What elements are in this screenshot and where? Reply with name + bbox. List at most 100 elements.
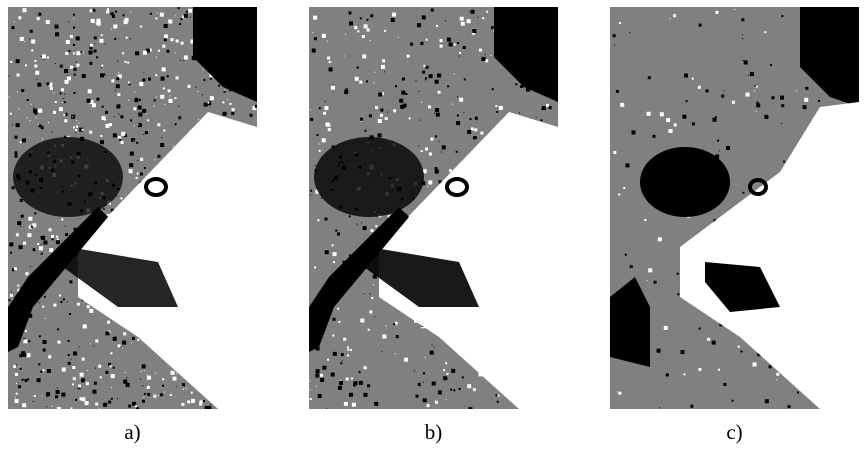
speckle (161, 137, 163, 138)
speckle (26, 353, 31, 358)
speckle (19, 366, 21, 368)
speckle (629, 265, 633, 269)
speckle (155, 17, 158, 20)
speckle (30, 103, 32, 105)
speckle (417, 382, 421, 386)
speckle (18, 245, 23, 250)
speckle (207, 405, 212, 409)
speckle (427, 186, 429, 188)
speckle (29, 29, 33, 33)
speckle (385, 325, 387, 327)
speckle (100, 34, 103, 37)
speckle (203, 102, 208, 107)
speckle (98, 364, 102, 368)
speckle (117, 60, 118, 62)
speckle (117, 93, 121, 97)
speckle (370, 14, 374, 18)
speckle (395, 85, 397, 88)
speckle (348, 11, 352, 15)
speckle (714, 116, 717, 119)
speckle (715, 10, 719, 14)
speckle (113, 24, 118, 29)
speckle (164, 391, 166, 393)
speckle (169, 95, 171, 97)
speckle (526, 87, 531, 92)
speckle (13, 267, 17, 271)
speckle (431, 381, 436, 386)
speckle (105, 370, 109, 374)
speckle (168, 19, 173, 24)
speckle (434, 167, 438, 171)
speckle (36, 78, 38, 80)
speckle (73, 18, 75, 20)
speckle (40, 370, 43, 373)
speckle (138, 112, 143, 117)
speckle (707, 337, 711, 341)
speckle (119, 138, 122, 141)
speckle (120, 115, 124, 119)
speckle (125, 382, 130, 387)
speckle (65, 52, 69, 55)
speckle (105, 110, 108, 114)
speckle (349, 21, 353, 26)
speckle (55, 390, 60, 394)
speckle (351, 377, 353, 380)
speckle (114, 38, 117, 40)
speckle (439, 39, 443, 43)
speckle (613, 151, 617, 154)
speckle (118, 135, 122, 139)
speckle (149, 12, 152, 15)
speckle (222, 101, 225, 104)
speckle (21, 351, 25, 356)
speckle (330, 372, 335, 377)
speckle (135, 51, 140, 56)
speckle (378, 92, 383, 97)
speckle (162, 44, 166, 48)
speckle (204, 406, 209, 409)
speckle (22, 138, 26, 143)
speckle (419, 119, 421, 121)
speckle (448, 42, 453, 47)
speckle (371, 297, 374, 299)
speckle (18, 385, 22, 389)
speckle (185, 10, 188, 13)
speckle (146, 385, 150, 389)
speckle (18, 16, 22, 20)
speckle (185, 388, 187, 390)
speckle (67, 361, 71, 365)
speckle (340, 362, 343, 365)
speckle (199, 402, 203, 406)
speckle (453, 389, 456, 392)
speckle (79, 51, 82, 53)
speckle (315, 373, 320, 378)
speckle (466, 19, 471, 24)
speckle (156, 56, 157, 58)
speckle (327, 56, 331, 60)
speckle (142, 399, 145, 403)
speckle (770, 63, 772, 66)
speckle (359, 17, 362, 20)
speckle (136, 141, 139, 144)
speckle (541, 108, 543, 110)
speckle (459, 97, 464, 102)
speckle (64, 119, 68, 123)
speckle (14, 135, 18, 139)
speckle (133, 107, 137, 111)
speckle (361, 222, 363, 224)
speckle (420, 150, 423, 152)
speckle (107, 320, 110, 324)
speckle (705, 89, 709, 93)
speckle (37, 243, 40, 245)
speckle (56, 406, 61, 409)
speckle (104, 118, 106, 121)
speckle (95, 402, 99, 406)
speckle (624, 253, 627, 256)
speckle (676, 272, 679, 275)
speckle (120, 197, 123, 200)
speckle (474, 128, 478, 132)
speckle (73, 26, 75, 29)
speckle (663, 325, 668, 330)
speckle (113, 13, 115, 15)
speckle (310, 109, 312, 111)
speckle (384, 71, 386, 73)
